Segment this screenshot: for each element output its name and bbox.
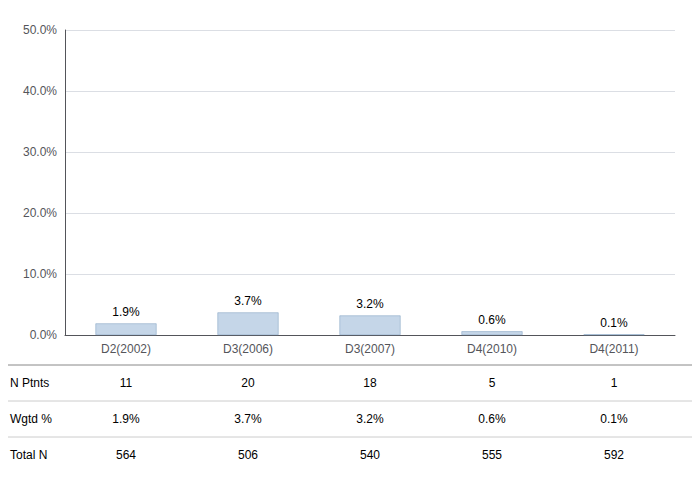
svg-text:1: 1 bbox=[611, 376, 618, 390]
svg-text:N Ptnts: N Ptnts bbox=[10, 376, 49, 390]
svg-text:18: 18 bbox=[363, 376, 377, 390]
svg-text:540: 540 bbox=[360, 448, 380, 462]
svg-text:D2(2002): D2(2002) bbox=[101, 342, 151, 356]
svg-text:40.0%: 40.0% bbox=[23, 84, 57, 98]
svg-text:10.0%: 10.0% bbox=[23, 267, 57, 281]
svg-text:D3(2007): D3(2007) bbox=[345, 342, 395, 356]
svg-text:0.6%: 0.6% bbox=[478, 412, 506, 426]
svg-text:Wgtd %: Wgtd % bbox=[10, 412, 52, 426]
svg-text:0.1%: 0.1% bbox=[600, 412, 628, 426]
svg-text:3.7%: 3.7% bbox=[234, 412, 262, 426]
svg-text:1.9%: 1.9% bbox=[112, 305, 140, 319]
svg-text:3.2%: 3.2% bbox=[356, 297, 384, 311]
svg-text:D4(2010): D4(2010) bbox=[467, 342, 517, 356]
svg-text:30.0%: 30.0% bbox=[23, 145, 57, 159]
svg-text:0.1%: 0.1% bbox=[600, 316, 628, 330]
svg-text:D4(2011): D4(2011) bbox=[589, 342, 638, 356]
svg-text:1.9%: 1.9% bbox=[112, 412, 140, 426]
svg-text:5: 5 bbox=[489, 376, 496, 390]
svg-text:Total N: Total N bbox=[10, 448, 47, 462]
svg-text:D3(2006): D3(2006) bbox=[223, 342, 273, 356]
svg-text:506: 506 bbox=[238, 448, 258, 462]
svg-text:3.2%: 3.2% bbox=[356, 412, 384, 426]
svg-text:0.6%: 0.6% bbox=[478, 313, 506, 327]
svg-text:592: 592 bbox=[604, 448, 624, 462]
svg-text:3.7%: 3.7% bbox=[234, 294, 262, 308]
svg-text:564: 564 bbox=[116, 448, 136, 462]
svg-text:50.0%: 50.0% bbox=[23, 23, 57, 37]
svg-text:20: 20 bbox=[241, 376, 255, 390]
svg-text:11: 11 bbox=[120, 376, 133, 390]
svg-text:20.0%: 20.0% bbox=[23, 206, 57, 220]
svg-text:555: 555 bbox=[482, 448, 502, 462]
svg-text:0.0%: 0.0% bbox=[30, 328, 58, 342]
